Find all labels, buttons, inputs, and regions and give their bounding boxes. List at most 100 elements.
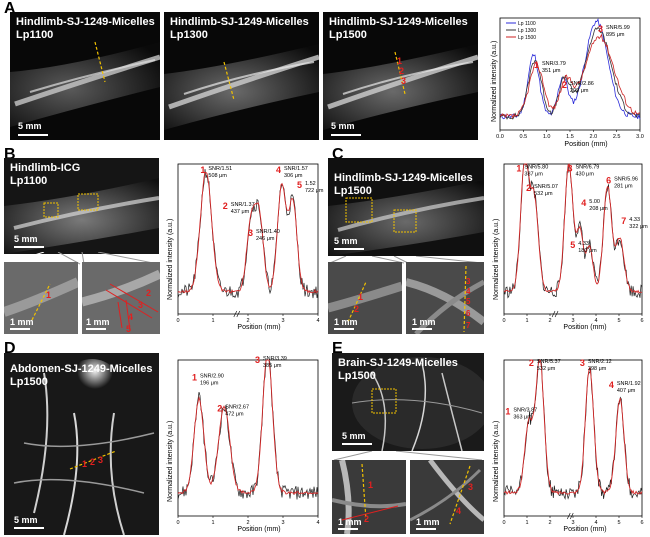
panel-b-image: Hindlimb-ICG Lp1100 5 mm <box>4 158 159 254</box>
panel-c-inset-2-scalebar <box>412 328 432 330</box>
panel-c-peak-snr-4: 5.00 <box>589 199 600 205</box>
panel-e-image-scalebar <box>342 443 372 445</box>
panel-c-peak-label-1: 1 <box>516 164 521 174</box>
panel-c-image-scale-label: 5 mm <box>334 236 358 246</box>
panel-b-peak-snr-3: SNR/1.40 <box>256 229 280 235</box>
panel-b-image-scalebar <box>14 246 44 248</box>
panel-a-image-1-title: Hindlimb-SJ-1249-Micelles Lp1100 <box>16 16 155 41</box>
panel-b-peak-label-3: 3 <box>248 228 253 238</box>
panel-e-peak-width-2: 532 μm <box>537 366 556 372</box>
panel-e-image-scale-label: 5 mm <box>342 431 366 441</box>
panel-e-peak-width-1: 363 μm <box>513 415 532 421</box>
panel-e-peak-width-3: 298 μm <box>588 366 607 372</box>
panel-e-xtick-label-2: 2 <box>548 520 551 526</box>
panel-d-image-scale-label: 5 mm <box>14 515 38 525</box>
panel-c-peak-label-7: 7 <box>621 216 626 226</box>
panel-b-peak-label-1: 1 <box>200 165 205 175</box>
panel-d-fit-profile-line <box>177 359 319 495</box>
panel-b-xtick-label-2: 2 <box>246 318 249 324</box>
panel-a-peak-label-2: 2 <box>562 80 567 90</box>
panel-a-ylabel: Normalized intensity (a.u.) <box>491 40 498 122</box>
panel-b-peak-width-2: 437 μm <box>231 209 250 215</box>
panel-b-xtick-label-0: 0 <box>176 318 179 324</box>
panel-b-peak-width-5: 722 μm <box>305 188 324 194</box>
panel-c-peak-width-7: 322 μm <box>629 224 648 230</box>
panel-a-xtick-label-5: 2.5 <box>613 134 621 140</box>
panel-b-inset-2-mark-2: 2 <box>146 288 151 298</box>
panel-c-peak-width-2: 532 μm <box>534 191 553 197</box>
panel-e-inset-1: 1 2 1 mm <box>332 460 406 534</box>
panel-e-image-title: Brain-SJ-1249-Micelles Lp1500 <box>338 357 458 382</box>
panel-b-inset-2-scale-label: 1 mm <box>86 317 110 327</box>
panel-e-peak-label-1: 1 <box>505 407 510 417</box>
panel-a-image-2: Hindlimb-SJ-1249-Micelles Lp1300 <box>164 12 319 140</box>
panel-b-axis-break <box>233 310 241 318</box>
panel-b-image-scale-label: 5 mm <box>14 234 38 244</box>
panel-e-xlabel: Position (mm) <box>563 526 607 533</box>
panel-d-image-mark-2: 2 <box>90 457 95 467</box>
panel-c-xtick-label-2: 2 <box>548 318 551 324</box>
panel-c-peak-width-6: 281 μm <box>614 184 633 190</box>
panel-a-xtick-label-4: 2.0 <box>590 134 598 140</box>
panel-a-chart: 0.0 0.5 1.0 1.5 2.0 2.5 3.0 Lp 1100 Lp 1300 Lp 15… <box>486 10 646 150</box>
panel-e-peak-snr-2: SNR/5.37 <box>537 359 561 365</box>
panel-c-peak-snr-6: SNR/5.96 <box>614 177 638 183</box>
panel-d-peak-width-3: 385 μm <box>263 363 282 369</box>
panel-c-ylabel: Normalized intensity (a.u.) <box>493 218 500 300</box>
panel-c-peak-label-6: 6 <box>606 176 611 186</box>
panel-a-peak-snr-2: SNR/2.86 <box>570 81 594 87</box>
panel-c-peak-snr-2: SNR/5.07 <box>534 184 558 190</box>
panel-b-ylabel: Normalized intensity (a.u.) <box>167 218 174 300</box>
panel-c-inset-1-scale-label: 1 mm <box>334 317 358 327</box>
panel-e-axis-break <box>566 512 574 520</box>
panel-c-inset-2-mark-7: 7 <box>466 321 471 330</box>
panel-e-peak-snr-4: SNR/1.92 <box>617 381 641 387</box>
panel-e-xtick-label-1: 1 <box>525 520 528 526</box>
panel-d-xtick-label-1: 1 <box>211 520 214 526</box>
panel-b-inset-2-scalebar <box>86 328 106 330</box>
panel-a-xlabel: Position (mm) <box>564 141 608 148</box>
panel-b-label: B <box>4 146 16 163</box>
panel-d-xtick-label-4: 4 <box>316 520 319 526</box>
panel-d-chart: 0 1 2 3 4 1 SNR/2.90 196 μm 2 SNR/2.67 472 μm 3 SNR/… <box>164 355 324 534</box>
panel-e-peak-snr-3: SNR/2.12 <box>588 359 612 365</box>
panel-a-peak-width-2: 209 μm <box>570 88 589 94</box>
panel-e-peak-width-4: 407 μm <box>617 388 636 394</box>
panel-b-inset-1-scalebar <box>10 328 30 330</box>
panel-a-xtick-label-1: 0.5 <box>520 134 528 140</box>
panel-e-inset-2: 3 4 1 mm <box>410 460 484 534</box>
panel-a-peak-snr-3: SNR/5.99 <box>606 25 630 31</box>
panel-a-peak-label-1: 1 <box>534 60 539 70</box>
panel-d-peak-label-1: 1 <box>192 372 197 382</box>
panel-c-inset-2-mark-4: 4 <box>466 287 471 296</box>
panel-e-inset-2-scale-label: 1 mm <box>416 517 440 527</box>
panel-c-inset-2-scale-label: 1 mm <box>412 317 436 327</box>
panel-a-label: A <box>4 0 16 17</box>
panel-c-peak-snr-1: SNR/5.80 <box>524 165 548 171</box>
panel-d-xtick-label-2: 2 <box>246 520 249 526</box>
panel-b-peak-label-5: 5 <box>297 180 302 190</box>
panel-c-xtick-label-4: 4 <box>594 318 597 324</box>
panel-d-raw-profile-line <box>177 359 319 500</box>
panel-e-image: Brain-SJ-1249-Micelles Lp1500 5 mm <box>332 353 484 451</box>
panel-e-zoom-lines <box>333 451 483 461</box>
panel-e-xtick-label-5: 5 <box>617 520 620 526</box>
panel-d-xtick-label-3: 3 <box>281 520 284 526</box>
panel-b-inset-2-mark-3: 3 <box>138 300 143 310</box>
panel-a-image-3-scalebar <box>331 134 361 136</box>
panel-b-peak-label-2: 2 <box>223 201 228 211</box>
panel-e-inset-2-mark-3: 3 <box>468 482 473 492</box>
panel-d-peak-snr-3: SNR/3.39 <box>263 356 287 362</box>
panel-c-peak-snr-7: 4.33 <box>629 217 640 223</box>
panel-c-peak-label-3: 3 <box>567 164 572 174</box>
panel-c-inset-2: 3 4 5 6 7 1 mm <box>406 262 484 334</box>
panel-b-peak-width-1: 508 μm <box>208 173 227 179</box>
panel-c-xtick-label-0: 0 <box>502 318 505 324</box>
panel-c-inset-1: 1 2 1 mm <box>328 262 402 334</box>
panel-d-peak-snr-2: SNR/2.67 <box>225 404 249 410</box>
panel-d-image-mark-1: 1 <box>82 459 87 469</box>
panel-e-peak-label-4: 4 <box>609 380 614 390</box>
panel-c-label: C <box>332 146 344 163</box>
panel-c-image: Hindlimb-SJ-1249-Micelles Lp1500 5 mm <box>328 158 484 256</box>
panel-d-image: 1 2 3 Abdomen-SJ-1249-Micelles Lp1500 5 m… <box>4 353 159 535</box>
